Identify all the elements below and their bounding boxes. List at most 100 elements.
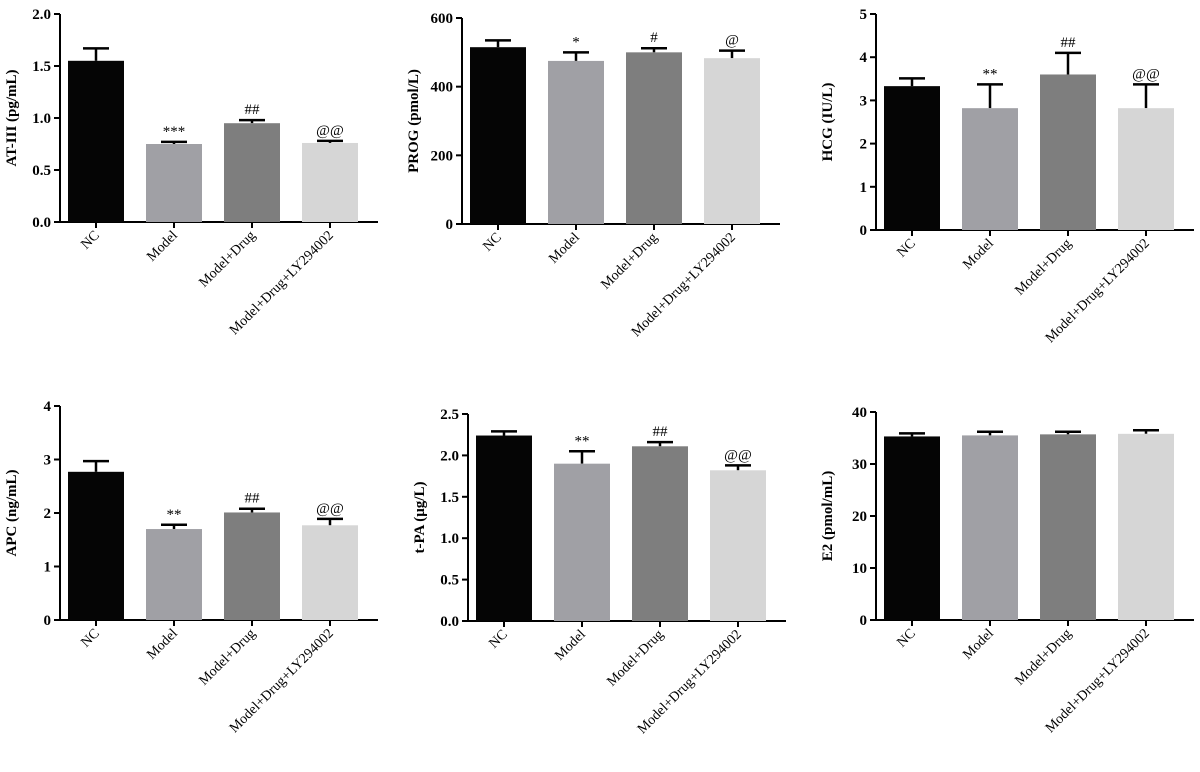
bar: [884, 436, 940, 620]
bar: [1040, 74, 1096, 230]
category-label: NC: [480, 230, 504, 254]
y-tick-label: 0.0: [440, 614, 459, 630]
y-tick-label: 0.0: [32, 215, 51, 231]
significance-label: *: [572, 34, 580, 50]
significance-label: ##: [245, 491, 261, 507]
category-label: Model: [144, 228, 181, 265]
y-tick-label: 2.0: [440, 448, 459, 464]
y-tick-label: 4: [44, 399, 52, 415]
y-tick-label: 1.5: [440, 490, 459, 506]
bar: [704, 58, 760, 224]
y-tick-label: 2: [44, 506, 52, 522]
significance-label: @@: [316, 501, 344, 517]
category-label: Model: [144, 626, 181, 663]
significance-label: ##: [653, 424, 669, 440]
y-axis-title: t-PA (μg/L): [412, 482, 428, 554]
bar: [68, 60, 124, 222]
bar: [302, 525, 358, 620]
bar: [554, 463, 610, 621]
significance-label: ***: [163, 124, 186, 140]
y-tick-label: 20: [852, 509, 867, 525]
y-tick-label: 3: [44, 453, 52, 469]
y-axis-title: APC (ng/mL): [4, 469, 20, 556]
significance-label: @@: [316, 123, 344, 139]
bar: [1118, 433, 1174, 620]
bar: [626, 52, 682, 225]
significance-label: **: [167, 507, 182, 523]
category-label: Model+Drug: [196, 228, 258, 290]
significance-label: **: [983, 66, 998, 82]
y-tick-label: 2.5: [440, 407, 459, 423]
category-label: Model: [960, 626, 997, 663]
category-label: NC: [78, 228, 102, 252]
y-tick-label: 0: [44, 613, 52, 629]
bar: [962, 108, 1018, 230]
y-tick-label: 0: [860, 223, 868, 239]
y-tick-label: 1.5: [32, 59, 51, 75]
chart-panel: 0.0 0.5 1.0 1.5 2.0 AT-III (pg/mL) NC *** Model #…: [4, 7, 378, 338]
y-tick-label: 1: [44, 560, 52, 576]
significance-label: @@: [724, 447, 752, 463]
significance-label: @@: [1132, 66, 1160, 82]
y-tick-label: 40: [852, 405, 867, 421]
bar: [1040, 434, 1096, 620]
bar: [476, 435, 532, 621]
y-tick-label: 1.0: [440, 531, 459, 547]
significance-label: ##: [1061, 35, 1077, 51]
bar: [146, 529, 202, 620]
significance-label: #: [650, 30, 658, 46]
y-axis-title: E2 (pmol/mL): [820, 471, 836, 561]
y-tick-label: 1.0: [32, 111, 51, 127]
category-label: Model+Drug: [598, 230, 660, 292]
chart-panel: 0.0 0.5 1.0 1.5 2.0 2.5 t-PA (μg/L) NC ** Model ##…: [412, 407, 786, 737]
y-tick-label: 1: [860, 180, 868, 196]
y-axis-title: HCG (IU/L): [820, 83, 836, 162]
bar: [710, 470, 766, 621]
bar: [884, 86, 940, 230]
y-tick-label: 30: [852, 457, 867, 473]
y-tick-label: 0: [446, 217, 454, 233]
y-tick-label: 2: [860, 137, 868, 153]
significance-label: @: [725, 33, 739, 49]
category-label: Model+Drug: [1012, 236, 1074, 298]
y-tick-label: 0: [860, 613, 868, 629]
chart-panel: 0 200 400 600 PROG (pmol/L) NC * Model # Model+Dr…: [406, 11, 780, 340]
significance-label: ##: [245, 102, 261, 118]
y-tick-label: 10: [852, 561, 867, 577]
y-tick-label: 2.0: [32, 7, 51, 23]
category-label: Model: [546, 230, 583, 267]
bar: [302, 142, 358, 222]
category-label: NC: [894, 626, 918, 650]
bar: [548, 60, 604, 224]
bar: [224, 123, 280, 222]
y-tick-label: 4: [860, 50, 868, 66]
bar: [962, 435, 1018, 620]
y-tick-label: 0.5: [440, 573, 459, 589]
bar: [68, 471, 124, 620]
bar: [224, 512, 280, 620]
y-tick-label: 0.5: [32, 163, 51, 179]
category-label: NC: [486, 627, 510, 651]
category-label: Model+Drug: [196, 626, 258, 688]
significance-label: **: [575, 433, 590, 449]
bar: [1118, 108, 1174, 230]
y-axis-title: AT-III (pg/mL): [4, 69, 20, 166]
y-tick-label: 5: [860, 7, 868, 23]
bar: [146, 144, 202, 222]
bar: [632, 446, 688, 621]
category-label: Model+Drug: [1012, 626, 1074, 688]
y-tick-label: 600: [431, 11, 454, 27]
y-axis-title: PROG (pmol/L): [406, 69, 422, 173]
category-label: Model+Drug: [604, 627, 666, 689]
bar: [470, 47, 526, 224]
category-label: NC: [78, 626, 102, 650]
y-tick-label: 200: [431, 148, 454, 164]
category-label: Model: [552, 627, 589, 664]
y-tick-label: 400: [431, 80, 454, 96]
y-tick-label: 3: [860, 93, 868, 109]
category-label: NC: [894, 236, 918, 260]
